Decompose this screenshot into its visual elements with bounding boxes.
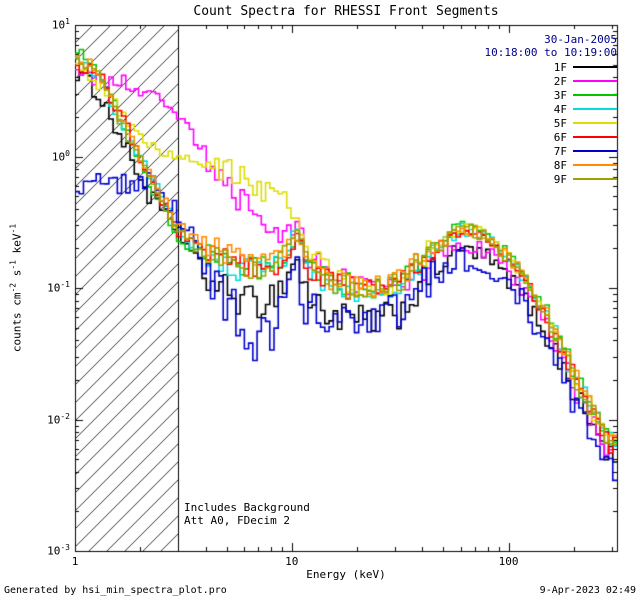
generated-by-text: Generated by hsi_min_spectra_plot.pro — [4, 585, 227, 596]
y-tick-label-1e-2: 10-2 — [47, 411, 70, 427]
legend-entry-8F: 8F — [554, 158, 617, 172]
legend-entry-5F: 5F — [554, 116, 617, 130]
x-tick-label-100: 100 — [498, 555, 519, 568]
legend-label-5F: 5F — [553, 116, 567, 130]
legend-line-swatch-7F — [573, 150, 617, 152]
annotation-attenuator-state: Att A0, FDecim 2 — [184, 514, 290, 527]
generation-timestamp: 9-Apr-2023 02:49 — [539, 585, 636, 596]
legend-label-1F: 1F — [553, 60, 567, 74]
annotation-includes-background: Includes Background — [184, 501, 310, 514]
legend-entry-3F: 3F — [554, 88, 617, 102]
legend-entry-6F: 6F — [554, 130, 617, 144]
x-tick-label-10: 10 — [285, 555, 299, 568]
legend-entry-9F: 9F — [554, 172, 617, 186]
legend-label-9F: 9F — [553, 172, 567, 186]
legend-line-swatch-1F — [573, 66, 617, 68]
legend-line-swatch-4F — [573, 108, 617, 110]
legend: 1F 2F 3F 4F 5F 6F 7F 8F 9F — [554, 60, 617, 186]
x-axis-label: Energy (keV) — [306, 568, 386, 581]
legend-line-swatch-3F — [573, 94, 617, 96]
legend-entry-7F: 7F — [554, 144, 617, 158]
legend-line-swatch-8F — [573, 164, 617, 166]
legend-line-swatch-6F — [573, 136, 617, 138]
legend-label-2F: 2F — [553, 74, 567, 88]
legend-label-7F: 7F — [553, 144, 567, 158]
legend-label-3F: 3F — [553, 88, 567, 102]
y-tick-label-1e0: 100 — [51, 148, 70, 164]
observation-date: 30-Jan-2005 — [544, 33, 617, 46]
y-tick-label-1e-3: 10-3 — [47, 543, 70, 558]
legend-label-4F: 4F — [553, 102, 567, 116]
y-tick-label-1e-1: 10-1 — [47, 280, 70, 295]
plot-title: Count Spectra for RHESSI Front Segments — [193, 4, 499, 19]
legend-entry-4F: 4F — [554, 102, 617, 116]
x-tick-label-1: 1 — [71, 555, 79, 568]
legend-entry-2F: 2F — [554, 74, 617, 88]
legend-line-swatch-2F — [573, 80, 617, 82]
y-axis-label: counts cm-2 s-1 keV-1 — [8, 223, 24, 353]
legend-label-6F: 6F — [553, 130, 567, 144]
legend-label-8F: 8F — [553, 158, 567, 172]
legend-line-swatch-5F — [573, 122, 617, 124]
observation-time-range: 10:18:00 to 10:19:00 — [484, 46, 617, 59]
legend-line-swatch-9F — [573, 178, 617, 180]
y-tick-label-1e1: 101 — [51, 17, 70, 32]
legend-entry-1F: 1F — [554, 60, 617, 74]
